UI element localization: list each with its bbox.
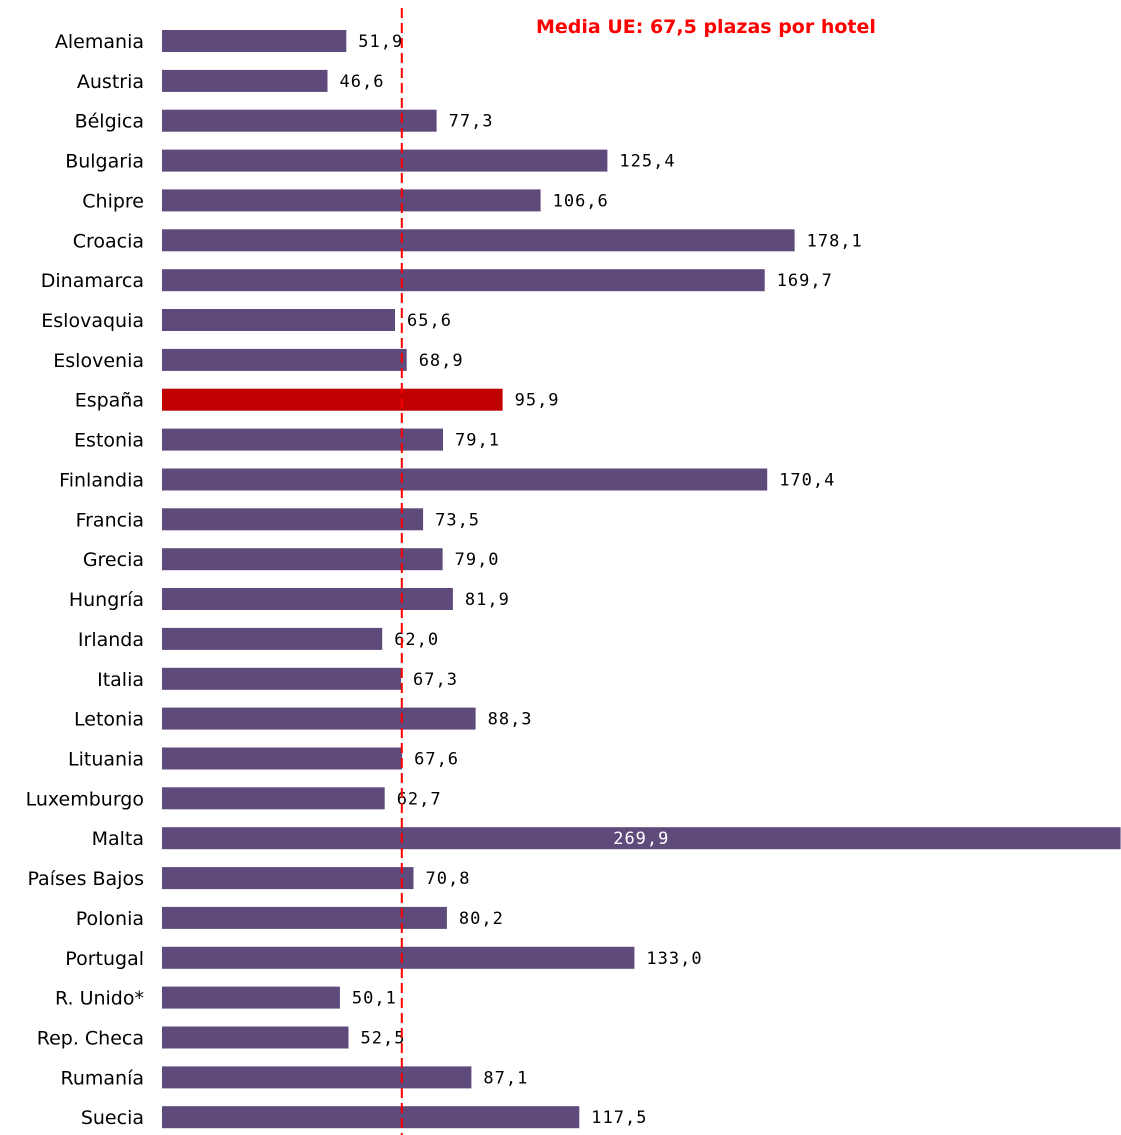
value-label: 51,9 [358, 32, 403, 52]
value-label: 269,9 [613, 829, 669, 849]
bar [162, 667, 401, 690]
bar [162, 548, 443, 571]
category-label: Eslovaquia [41, 310, 144, 332]
value-label: 88,3 [488, 710, 533, 730]
category-label: Luxemburgo [26, 788, 144, 810]
bar [162, 986, 340, 1009]
bar [162, 269, 765, 292]
category-label: Rumanía [60, 1067, 144, 1089]
value-label: 79,0 [455, 550, 500, 570]
value-label: 68,9 [419, 351, 464, 371]
value-label: 106,6 [553, 191, 609, 211]
category-label: Suecia [81, 1107, 144, 1129]
bar [162, 1026, 349, 1049]
value-label: 169,7 [777, 271, 833, 291]
value-label: 81,9 [465, 590, 510, 610]
bar [162, 946, 635, 969]
value-label: 170,4 [779, 471, 835, 491]
bar [162, 707, 476, 730]
category-label: Alemania [55, 31, 144, 53]
bar [162, 189, 541, 212]
bar [162, 69, 328, 92]
value-label: 80,2 [459, 909, 504, 929]
category-label: Bélgica [75, 111, 144, 133]
category-label: Dinamarca [41, 270, 144, 292]
category-label: Finlandia [59, 470, 144, 492]
value-label: 95,9 [515, 391, 560, 411]
value-label: 70,8 [426, 869, 471, 889]
bar [162, 109, 437, 132]
category-label: Lituania [68, 749, 144, 771]
bar [162, 1066, 472, 1089]
value-label: 178,1 [807, 231, 863, 251]
category-label: Italia [97, 669, 144, 691]
category-label: Letonia [74, 709, 144, 731]
value-label: 125,4 [619, 152, 675, 172]
category-label: Eslovenia [53, 350, 144, 372]
category-label: Bulgaria [65, 151, 144, 173]
value-label: 62,0 [394, 630, 439, 650]
eu-average-annotation: Media UE: 67,5 plazas por hotel [536, 16, 876, 38]
value-label: 133,0 [646, 949, 702, 969]
bar [162, 348, 407, 371]
category-label: Estonia [74, 430, 144, 452]
category-label: Chipre [82, 190, 144, 212]
value-label: 117,5 [591, 1108, 647, 1128]
category-label: Hungría [69, 589, 144, 611]
bar [162, 787, 385, 810]
bar [162, 508, 424, 531]
value-label: 50,1 [352, 989, 397, 1009]
value-label: 73,5 [435, 510, 480, 530]
bar [162, 906, 447, 929]
category-label: Portugal [65, 948, 144, 970]
bar [162, 588, 453, 610]
category-label: Croacia [73, 230, 144, 252]
bar [162, 388, 503, 411]
category-label: Francia [76, 509, 144, 531]
category-label: Rep. Checa [37, 1028, 144, 1050]
bar [162, 30, 347, 52]
bar [162, 747, 403, 770]
value-label: 67,6 [414, 750, 459, 770]
value-label: 67,3 [413, 670, 458, 690]
value-label: 62,7 [397, 789, 442, 809]
bar [162, 1106, 580, 1129]
category-label: Malta [92, 828, 144, 850]
category-label: R. Unido* [55, 988, 144, 1010]
category-label: Países Bajos [27, 868, 144, 890]
value-label: 77,3 [449, 112, 494, 132]
category-label: Austria [77, 71, 144, 93]
bars-group [162, 30, 1121, 1129]
bar [162, 867, 414, 890]
category-label: Polonia [76, 908, 144, 930]
category-labels-group: Alemania Austria Bélgica Bulgaria Chipre Croa… [26, 31, 144, 1129]
value-label: 52,5 [361, 1029, 406, 1049]
category-label: Irlanda [78, 629, 144, 651]
bar [162, 229, 795, 252]
value-label: 79,1 [455, 431, 500, 451]
bar [162, 827, 1121, 850]
category-label: Grecia [83, 549, 144, 571]
bar [162, 428, 443, 451]
bar [162, 627, 383, 650]
value-labels-group: 51,9 46,6 77,3 125,4 106,6 178,1 169,7 65,6 68,9… [340, 32, 863, 1128]
value-label: 87,1 [483, 1068, 528, 1088]
value-label: 65,6 [407, 311, 452, 331]
category-label: España [75, 390, 144, 412]
bar [162, 309, 395, 331]
value-label: 46,6 [340, 72, 385, 92]
bar [162, 149, 608, 172]
bar [162, 468, 768, 491]
